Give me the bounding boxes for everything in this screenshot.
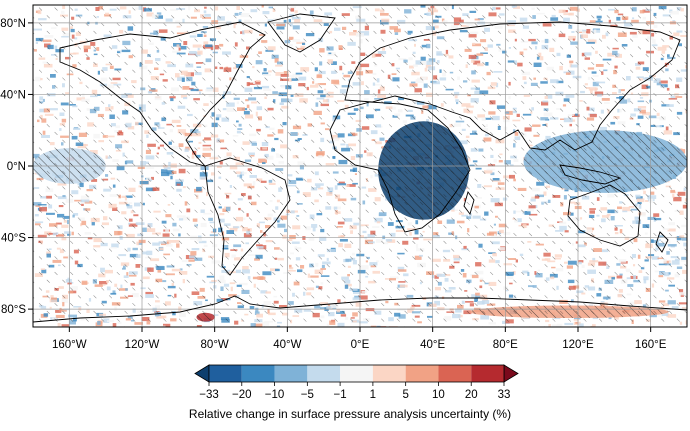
coastline-africa (329, 101, 471, 233)
colorbar: −33 −20 −10 −5 −1 1 5 10 20 33 Relative change in… (189, 364, 519, 421)
colorbar-extend-low (194, 364, 210, 383)
colorbar-tick-label: 1 (370, 389, 376, 401)
coastline-indonesia (559, 164, 622, 185)
colorbar-box (274, 365, 308, 382)
x-tick-label: 80°E (493, 339, 518, 351)
x-tick-label: 0°E (351, 339, 370, 351)
colorbar-outline (208, 364, 505, 383)
colorbar-tick-label: 33 (498, 389, 511, 401)
y-tick-label: 0°N (7, 161, 26, 173)
colorbar-boxes (194, 364, 519, 383)
map-body (33, 5, 687, 327)
x-tick-label: 120°E (562, 339, 594, 351)
colorbar-title: Relative change in surface pressure anal… (189, 407, 511, 421)
coastline-madagascar (463, 191, 475, 215)
colorbar-tick-label: −10 (265, 389, 285, 401)
coastline-new-zealand (655, 231, 669, 253)
x-tick-label: 40°W (273, 339, 301, 351)
colorbar-box (471, 365, 504, 382)
coastline-australia (567, 184, 641, 247)
colorbar-box (438, 365, 472, 382)
colorbar-tick-label: −20 (232, 389, 252, 401)
y-tick-label: 40°S (1, 233, 26, 245)
colorbar-box (307, 365, 341, 382)
coastline-greenland (267, 13, 336, 53)
colorbar-tick-label: −33 (199, 389, 219, 401)
coastline-south-america (204, 157, 291, 276)
colorbar-box (372, 365, 406, 382)
colorbar-box (405, 365, 439, 382)
colorbar-tick-label: 10 (432, 389, 445, 401)
x-tick-label: 40°E (420, 339, 445, 351)
coastline-eurasia (344, 21, 681, 151)
x-tick-label: 160°W (52, 339, 87, 351)
y-tick-label: 40°N (0, 89, 26, 101)
x-tick-label: 120°W (125, 339, 160, 351)
colorbar-tick-labels: −33 −20 −10 −5 −1 1 5 10 20 33 (199, 382, 510, 401)
y-tick-label: 80°N (0, 18, 26, 30)
coastline-antarctica (33, 295, 687, 323)
colorbar-box (340, 365, 373, 382)
x-tick-label: 80°W (201, 339, 229, 351)
colorbar-box (209, 365, 242, 382)
colorbar-tick-label: −5 (301, 389, 314, 401)
x-tick-label: 160°E (635, 339, 667, 351)
latitude-ticks: 80°N 40°N 0°N 40°S 80°S (0, 18, 33, 316)
gridlines (33, 5, 687, 327)
colorbar-extend-high (503, 364, 519, 383)
coastline-north-america (59, 21, 266, 167)
colorbar-tick-label: 20 (465, 389, 478, 401)
colorbar-box (241, 365, 275, 382)
y-tick-label: 80°S (1, 304, 26, 316)
colorbar-tick-label: −1 (334, 389, 347, 401)
coastlines (33, 13, 687, 323)
longitude-ticks: 160°W 120°W 80°W 40°W 0°E 40°E 80°E 120°E 160°E (52, 327, 667, 351)
colorbar-tick-label: 5 (402, 389, 408, 401)
